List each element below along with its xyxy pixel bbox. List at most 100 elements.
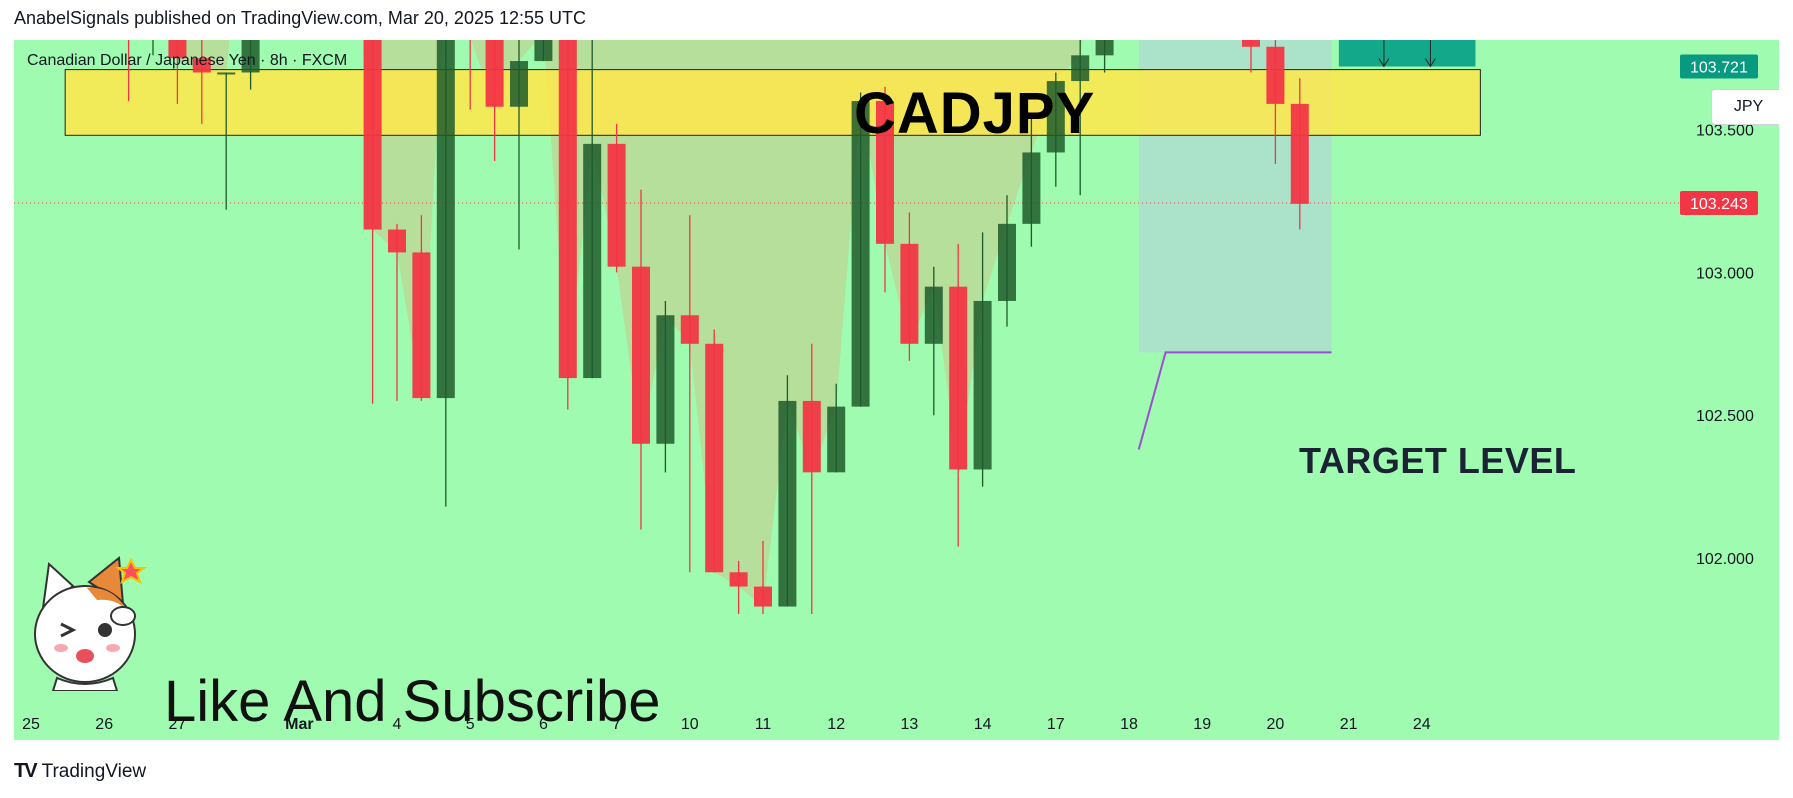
candle-body bbox=[778, 400, 797, 607]
x-tick-label: 25 bbox=[22, 716, 40, 733]
candle bbox=[705, 329, 724, 573]
candle bbox=[363, 40, 382, 404]
price-badge bbox=[1680, 54, 1758, 79]
candle-body bbox=[583, 143, 602, 379]
candle-body bbox=[558, 40, 577, 379]
x-tick-label: 18 bbox=[1120, 716, 1138, 733]
candle bbox=[1022, 112, 1041, 247]
candle bbox=[217, 72, 236, 210]
tradingview-footer[interactable]: TV TradingView bbox=[14, 760, 146, 783]
candle bbox=[436, 40, 455, 507]
candle-body bbox=[924, 286, 943, 344]
candle-body bbox=[656, 315, 675, 444]
candle-body bbox=[1095, 40, 1114, 56]
candle-body bbox=[827, 406, 846, 473]
candle-body bbox=[802, 400, 821, 473]
subscribe-text: Like And Subscribe bbox=[164, 669, 661, 734]
candle-body bbox=[534, 40, 553, 62]
plot-area bbox=[14, 40, 1684, 614]
candle bbox=[469, 40, 471, 110]
candle bbox=[485, 40, 504, 162]
candle-body bbox=[436, 40, 455, 399]
candle-body bbox=[607, 143, 626, 267]
candle bbox=[583, 40, 602, 379]
candle-body bbox=[217, 72, 236, 75]
candle-body bbox=[632, 266, 650, 444]
y-tick-label: 102.500 bbox=[1696, 408, 1754, 425]
target-level-label: TARGET LEVEL bbox=[1299, 440, 1577, 481]
candle-body bbox=[1022, 152, 1041, 224]
symbol-description: Canadian Dollar / Japanese Yen · 8h · FX… bbox=[27, 52, 348, 69]
candle-body bbox=[973, 300, 992, 470]
candle-body bbox=[1266, 46, 1285, 104]
x-tick-label: 21 bbox=[1340, 716, 1358, 733]
price-badge-label: 103.721 bbox=[1690, 59, 1748, 76]
candle bbox=[1242, 40, 1260, 73]
candle-body bbox=[680, 315, 699, 344]
y-tick-label: 103.000 bbox=[1696, 265, 1754, 282]
x-tick-label: 11 bbox=[755, 716, 772, 733]
candle bbox=[998, 195, 1016, 327]
candle-body bbox=[168, 40, 187, 59]
candle-body bbox=[1242, 40, 1260, 47]
candle bbox=[558, 40, 577, 410]
candle bbox=[656, 300, 675, 473]
chart-title: CADJPY bbox=[854, 81, 1096, 146]
price-badge-label: 103.243 bbox=[1690, 196, 1748, 213]
candle-body bbox=[998, 223, 1016, 301]
candle bbox=[924, 266, 943, 416]
candle bbox=[412, 215, 431, 401]
x-tick-label: 6 bbox=[539, 716, 548, 733]
x-tick-label: 17 bbox=[1047, 716, 1065, 733]
y-tick-label: 103.500 bbox=[1696, 123, 1754, 140]
candle-body bbox=[510, 61, 528, 107]
tradingview-logo-icon: TV bbox=[14, 760, 38, 782]
candle-body bbox=[363, 40, 382, 230]
candle-body bbox=[388, 229, 406, 253]
target-zone bbox=[64, 69, 1481, 136]
candle bbox=[388, 223, 406, 401]
arrow-head-down bbox=[1424, 58, 1436, 68]
x-tick-label: 20 bbox=[1267, 716, 1285, 733]
x-tick-label: 10 bbox=[681, 716, 699, 733]
x-tick-label: 12 bbox=[827, 716, 845, 733]
candle bbox=[241, 40, 260, 90]
candle bbox=[680, 215, 699, 573]
candle-body bbox=[192, 58, 211, 73]
x-tick-label: 24 bbox=[1413, 716, 1431, 733]
price-chart[interactable]: 102.000102.500103.000103.500104.000104.5… bbox=[14, 40, 1779, 740]
candle bbox=[827, 383, 846, 473]
y-tick-label: 102.000 bbox=[1696, 551, 1754, 568]
candle-body bbox=[1071, 55, 1090, 82]
candle-body bbox=[412, 252, 431, 399]
candle bbox=[1071, 40, 1090, 196]
ichimoku-cloud bbox=[171, 40, 1083, 607]
arrow-head-down bbox=[1378, 58, 1390, 68]
candle bbox=[851, 92, 870, 407]
candle-body bbox=[1290, 103, 1309, 204]
candle bbox=[729, 560, 748, 614]
candle bbox=[1095, 40, 1114, 73]
projection-line bbox=[1137, 351, 1332, 450]
candle bbox=[1046, 72, 1065, 187]
candle bbox=[1266, 40, 1285, 164]
candle bbox=[192, 40, 211, 124]
candle-body bbox=[729, 572, 748, 587]
candle bbox=[534, 40, 553, 62]
candle bbox=[900, 212, 919, 361]
candle bbox=[152, 40, 154, 56]
x-tick-label: Mar bbox=[285, 716, 313, 733]
candle bbox=[876, 86, 894, 293]
candle bbox=[802, 343, 821, 614]
candle bbox=[1290, 78, 1309, 230]
candle bbox=[778, 375, 797, 607]
x-tick-label: 13 bbox=[901, 716, 919, 733]
chart-panel[interactable]: 102.000102.500103.000103.500104.000104.5… bbox=[14, 40, 1779, 740]
candle-body bbox=[1046, 81, 1065, 153]
candle-body bbox=[705, 343, 724, 573]
take-profit-zone bbox=[1338, 40, 1476, 67]
currency-selector[interactable]: JPY bbox=[1711, 89, 1779, 125]
candle bbox=[607, 123, 626, 273]
candle-body bbox=[900, 243, 919, 344]
x-tick-label: 26 bbox=[95, 716, 113, 733]
